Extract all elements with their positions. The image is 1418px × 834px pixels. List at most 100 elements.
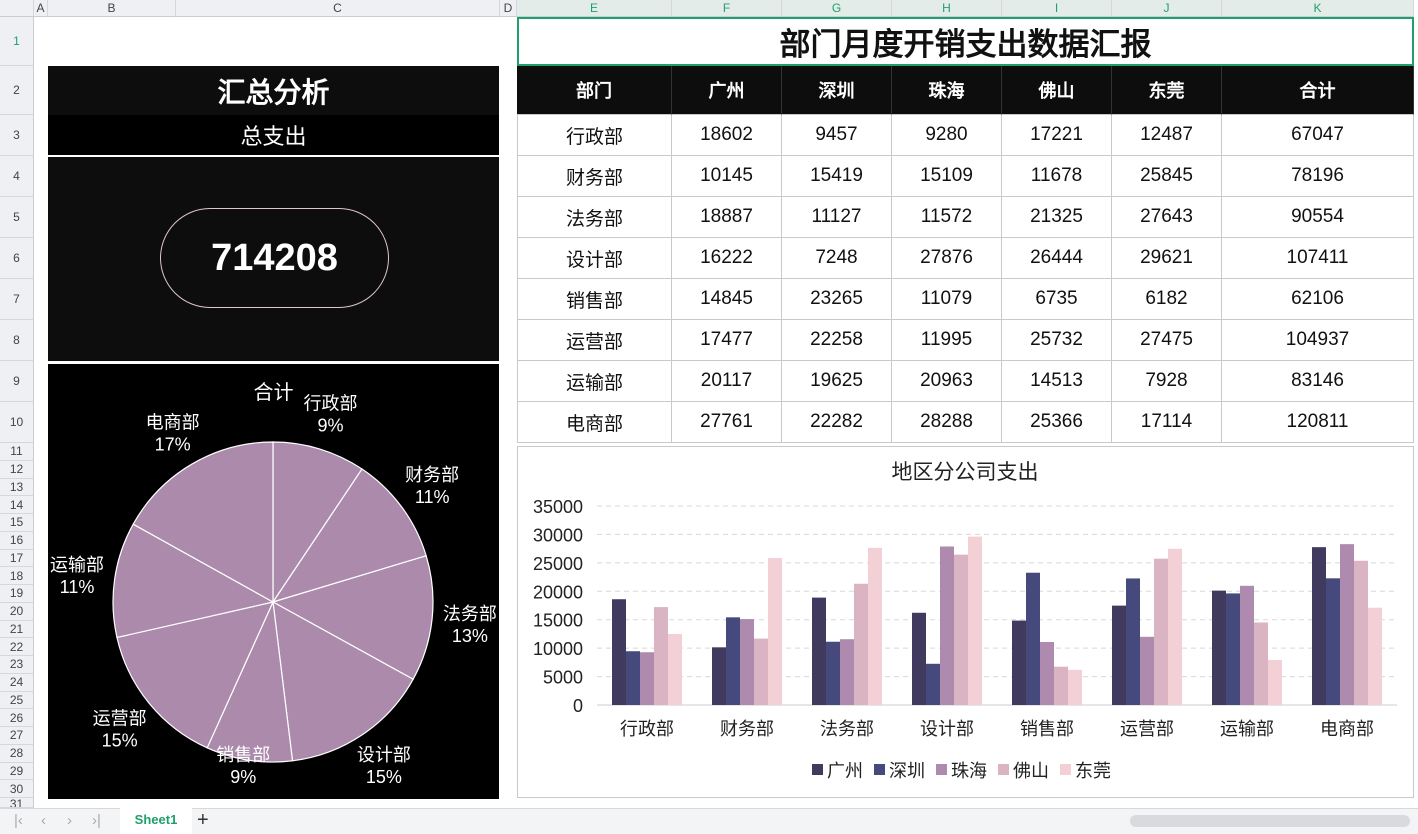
table-cell[interactable]: 67047 [1222, 115, 1414, 156]
table-cell[interactable]: 运营部 [517, 320, 672, 361]
row-header[interactable]: 12 [0, 460, 34, 479]
table-cell[interactable]: 7928 [1112, 361, 1222, 402]
table-cell[interactable]: 25845 [1112, 156, 1222, 197]
row-header[interactable]: 15 [0, 514, 34, 532]
table-cell[interactable]: 27876 [892, 238, 1002, 279]
table-cell[interactable]: 20963 [892, 361, 1002, 402]
table-cell[interactable]: 15109 [892, 156, 1002, 197]
table-header-cell[interactable]: 合计 [1222, 66, 1414, 115]
table-header-cell[interactable]: 东莞 [1112, 66, 1222, 115]
table-cell[interactable]: 11678 [1002, 156, 1112, 197]
row-header[interactable]: 26 [0, 709, 34, 727]
table-cell[interactable]: 6182 [1112, 279, 1222, 320]
row-header[interactable]: 24 [0, 673, 34, 692]
table-cell[interactable]: 62106 [1222, 279, 1414, 320]
row-header[interactable]: 5 [0, 197, 34, 238]
row-header[interactable]: 31 [0, 798, 34, 808]
first-sheet-icon[interactable]: |‹ [14, 812, 23, 829]
table-cell[interactable]: 27643 [1112, 197, 1222, 238]
table-cell[interactable]: 11995 [892, 320, 1002, 361]
table-cell[interactable]: 电商部 [517, 402, 672, 443]
column-header[interactable]: A [34, 0, 48, 17]
row-header[interactable]: 3 [0, 115, 34, 156]
row-header[interactable]: 18 [0, 567, 34, 585]
table-header-cell[interactable]: 广州 [672, 66, 782, 115]
row-header[interactable]: 25 [0, 691, 34, 710]
next-sheet-icon[interactable]: › [67, 812, 72, 829]
table-cell[interactable]: 104937 [1222, 320, 1414, 361]
table-cell[interactable]: 23265 [782, 279, 892, 320]
table-cell[interactable]: 20117 [672, 361, 782, 402]
row-header[interactable]: 19 [0, 585, 34, 603]
row-header[interactable]: 17 [0, 549, 34, 568]
row-header[interactable]: 13 [0, 478, 34, 497]
table-cell[interactable]: 7248 [782, 238, 892, 279]
table-cell[interactable]: 16222 [672, 238, 782, 279]
table-cell[interactable]: 27761 [672, 402, 782, 443]
table-cell[interactable]: 14513 [1002, 361, 1112, 402]
row-header[interactable]: 7 [0, 279, 34, 320]
row-header[interactable]: 21 [0, 620, 34, 639]
row-header[interactable]: 14 [0, 496, 34, 514]
table-title[interactable]: 部门月度开销支出数据汇报 [517, 17, 1414, 66]
column-header[interactable]: D [500, 0, 517, 17]
row-header[interactable]: 27 [0, 727, 34, 745]
tab-sheet1[interactable]: Sheet1 [120, 808, 192, 834]
table-cell[interactable]: 9280 [892, 115, 1002, 156]
table-cell[interactable]: 行政部 [517, 115, 672, 156]
table-cell[interactable]: 21325 [1002, 197, 1112, 238]
table-cell[interactable]: 27475 [1112, 320, 1222, 361]
table-cell[interactable]: 25366 [1002, 402, 1112, 443]
table-cell[interactable]: 25732 [1002, 320, 1112, 361]
table-cell[interactable]: 销售部 [517, 279, 672, 320]
row-header[interactable]: 1 [0, 17, 34, 66]
row-header[interactable]: 23 [0, 656, 34, 674]
table-cell[interactable]: 11572 [892, 197, 1002, 238]
table-header-cell[interactable]: 深圳 [782, 66, 892, 115]
table-cell[interactable]: 17114 [1112, 402, 1222, 443]
row-header[interactable]: 16 [0, 531, 34, 550]
column-header[interactable]: I [1002, 0, 1112, 17]
row-header[interactable]: 29 [0, 762, 34, 781]
table-cell[interactable]: 90554 [1222, 197, 1414, 238]
table-header-cell[interactable]: 佛山 [1002, 66, 1112, 115]
column-header[interactable]: H [892, 0, 1002, 17]
column-header[interactable]: B [48, 0, 176, 17]
add-sheet-button[interactable]: + [197, 809, 209, 831]
last-sheet-icon[interactable]: ›| [92, 812, 101, 829]
table-cell[interactable]: 15419 [782, 156, 892, 197]
table-cell[interactable]: 78196 [1222, 156, 1414, 197]
row-header[interactable]: 6 [0, 238, 34, 279]
table-cell[interactable]: 法务部 [517, 197, 672, 238]
table-cell[interactable]: 11127 [782, 197, 892, 238]
table-cell[interactable]: 19625 [782, 361, 892, 402]
table-cell[interactable]: 17477 [672, 320, 782, 361]
column-header[interactable]: G [782, 0, 892, 17]
table-cell[interactable]: 26444 [1002, 238, 1112, 279]
table-cell[interactable]: 22282 [782, 402, 892, 443]
row-header[interactable]: 10 [0, 402, 34, 443]
table-cell[interactable]: 22258 [782, 320, 892, 361]
row-header[interactable]: 8 [0, 320, 34, 361]
row-header[interactable]: 9 [0, 361, 34, 402]
column-header[interactable]: C [176, 0, 500, 17]
table-cell[interactable]: 83146 [1222, 361, 1414, 402]
table-cell[interactable]: 运输部 [517, 361, 672, 402]
table-cell[interactable]: 6735 [1002, 279, 1112, 320]
table-cell[interactable]: 18602 [672, 115, 782, 156]
table-header-cell[interactable]: 部门 [517, 66, 672, 115]
table-cell[interactable]: 9457 [782, 115, 892, 156]
table-cell[interactable]: 11079 [892, 279, 1002, 320]
row-header[interactable]: 4 [0, 156, 34, 197]
row-header[interactable]: 2 [0, 66, 34, 115]
table-cell[interactable]: 财务部 [517, 156, 672, 197]
column-header[interactable]: K [1222, 0, 1414, 17]
table-cell[interactable]: 28288 [892, 402, 1002, 443]
table-cell[interactable]: 设计部 [517, 238, 672, 279]
row-header[interactable]: 22 [0, 638, 34, 656]
prev-sheet-icon[interactable]: ‹ [41, 812, 46, 829]
column-header[interactable]: J [1112, 0, 1222, 17]
horizontal-scrollbar[interactable] [1130, 815, 1410, 827]
table-cell[interactable]: 14845 [672, 279, 782, 320]
row-header[interactable]: 30 [0, 780, 34, 798]
